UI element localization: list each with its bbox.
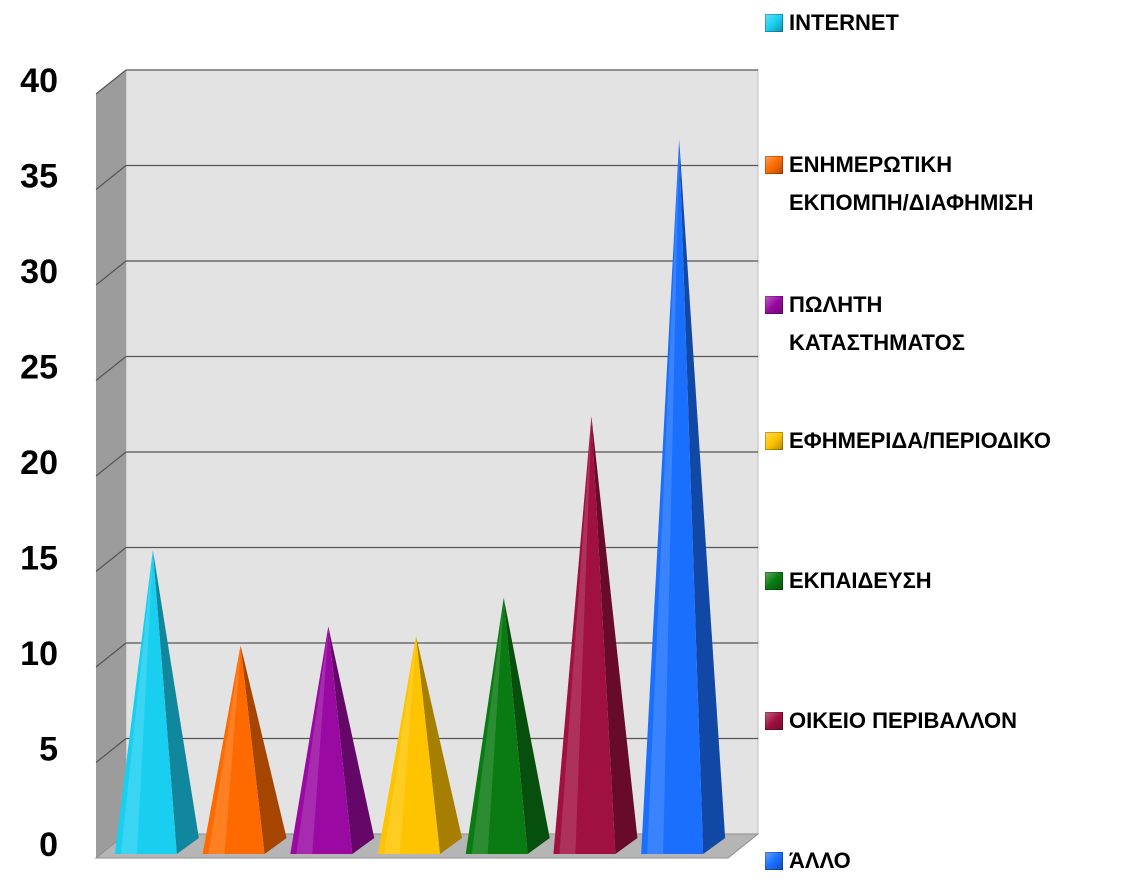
y-tick-label: 30	[20, 253, 58, 291]
pyramid-side-face	[152, 549, 199, 854]
gridline-depth	[95, 165, 127, 190]
y-tick-label: 0	[39, 826, 58, 864]
pyramid-side-face	[591, 416, 638, 854]
pyramid-2	[202, 645, 287, 854]
gridline-depth	[95, 642, 127, 668]
pyramid-highlight	[296, 630, 329, 854]
gridline-depth	[95, 260, 127, 286]
y-tick-label: 20	[20, 444, 58, 482]
pyramid-side-face	[503, 597, 550, 854]
gridline-depth	[95, 356, 127, 381]
y-tick-label: 10	[20, 635, 58, 673]
y-axis-tick-labels: 0 5 10 15 20 25 30 35 40	[20, 62, 58, 864]
y-tick-label: 40	[20, 62, 58, 100]
pyramid-highlight	[120, 553, 153, 854]
gridline-depth	[95, 69, 127, 95]
pyramid-side-face	[679, 139, 726, 855]
y-tick-label: 25	[20, 349, 58, 387]
y-tick-label: 15	[20, 540, 58, 578]
gridline-depth	[95, 451, 127, 477]
pyramid-1	[114, 549, 199, 854]
pyramid-side-face	[416, 635, 462, 854]
pyramid-4	[378, 635, 462, 854]
pyramid-highlight	[471, 601, 504, 854]
y-tick-label: 35	[20, 158, 58, 196]
pyramid-side-face	[240, 645, 287, 854]
y-tick-label: 5	[39, 731, 58, 769]
pyramid-highlight	[208, 649, 241, 854]
pyramid-7	[641, 139, 726, 855]
gridline-depth	[95, 738, 127, 763]
pyramid-6	[553, 416, 638, 854]
pyramid-5	[465, 597, 550, 854]
chart-pyramids	[114, 139, 726, 855]
pyramid-3	[290, 626, 375, 854]
pyramid-highlight	[559, 420, 592, 854]
pyramid-side-face	[328, 626, 375, 854]
pyramid-highlight	[384, 639, 416, 854]
gridline-depth	[95, 547, 127, 572]
pyramid-highlight	[647, 143, 680, 855]
